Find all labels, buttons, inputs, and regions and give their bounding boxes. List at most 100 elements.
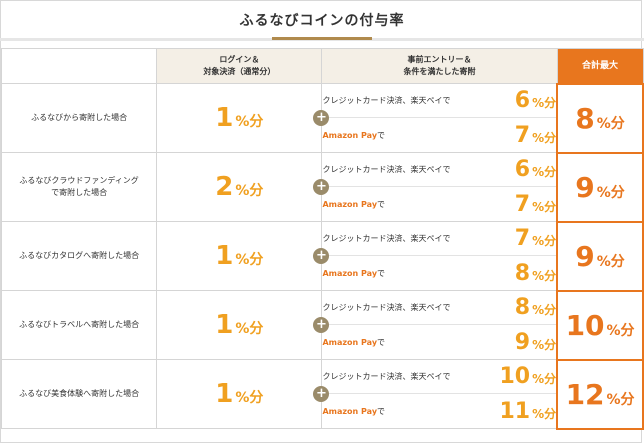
plus-icon: + bbox=[313, 179, 330, 195]
total-rate-cell: 8 %分 bbox=[556, 82, 644, 154]
amazon-pay-brand: Amazon Pay bbox=[322, 199, 378, 209]
entry-rate-cell: クレジットカード決済、楽天ペイで 8 %分 Amazon Payで 9 %分 bbox=[321, 290, 558, 360]
total-rate-unit: %分 bbox=[596, 253, 625, 270]
credit-rate: 6 %分 bbox=[515, 157, 556, 182]
header-empty-cell bbox=[0, 48, 158, 84]
amazon-rate: 8 %分 bbox=[515, 261, 556, 286]
amazon-label: Amazon Payで bbox=[322, 268, 385, 279]
total-rate-cell: 9 %分 bbox=[556, 220, 644, 292]
login-rate-cell: 1 %分 + bbox=[156, 83, 330, 153]
login-rate-value: 1 bbox=[215, 379, 234, 409]
amazon-rate: 11 %分 bbox=[499, 399, 556, 424]
amazon-rate-line: Amazon Payで 9 %分 bbox=[322, 325, 556, 359]
total-rate-value: 9 bbox=[575, 170, 595, 204]
credit-rate: 7 %分 bbox=[515, 226, 556, 251]
total-rate-unit: %分 bbox=[606, 322, 635, 339]
header-entry-line1: 事前エントリー＆ bbox=[407, 55, 472, 64]
amazon-rate: 9 %分 bbox=[515, 330, 556, 355]
row-label: ふるなびカタログへ寄附した場合 bbox=[0, 221, 158, 291]
login-rate-unit: %分 bbox=[235, 252, 264, 268]
credit-label: クレジットカード決済、楽天ペイで bbox=[322, 372, 451, 381]
total-rate-value: 10 bbox=[565, 308, 605, 342]
total-rate-cell: 12 %分 bbox=[556, 358, 644, 430]
table-row: ふるなびトラベルへ寄附した場合 1 %分 + クレジットカード決済、楽天ペイで 8… bbox=[0, 289, 644, 361]
amazon-pay-brand: Amazon Pay bbox=[322, 130, 378, 140]
row-label-line1: ふるなびカタログへ寄附した場合 bbox=[19, 251, 140, 260]
amazon-rate-line: Amazon Payで 7 %分 bbox=[322, 118, 556, 152]
credit-rate-line: クレジットカード決済、楽天ペイで 6 %分 bbox=[322, 153, 557, 187]
amazon-label: Amazon Payで bbox=[322, 337, 385, 348]
credit-label: クレジットカード決済、楽天ペイで bbox=[322, 96, 451, 105]
credit-rate-line: クレジットカード決済、楽天ペイで 10 %分 bbox=[322, 360, 557, 394]
amazon-rate-unit: %分 bbox=[532, 337, 557, 352]
total-rate-cell: 9 %分 bbox=[556, 151, 644, 223]
entry-rate-cell: クレジットカード決済、楽天ペイで 7 %分 Amazon Payで 8 %分 bbox=[321, 221, 558, 291]
login-rate-value: 1 bbox=[215, 241, 234, 271]
row-label: ふるなびクラウドファンディング で寄附した場合 bbox=[0, 152, 158, 222]
amazon-suffix: で bbox=[377, 337, 386, 347]
credit-rate: 10 %分 bbox=[499, 364, 556, 389]
amazon-rate-value: 11 bbox=[499, 398, 531, 424]
amazon-rate-value: 9 bbox=[514, 329, 531, 355]
entry-rate-cell: クレジットカード決済、楽天ペイで 6 %分 Amazon Payで 7 %分 bbox=[321, 83, 558, 153]
rate-table: ログイン＆ 対象決済（通常分） 事前エントリー＆ 条件を満たした寄附 合計最大 … bbox=[0, 48, 644, 430]
login-rate-value: 2 bbox=[215, 172, 234, 202]
header-login-line2: 対象決済（通常分） bbox=[203, 67, 276, 76]
amazon-rate-unit: %分 bbox=[532, 268, 557, 283]
entry-rate-cell: クレジットカード決済、楽天ペイで 6 %分 Amazon Payで 7 %分 bbox=[321, 152, 558, 222]
amazon-rate-value: 7 bbox=[514, 122, 531, 148]
plus-icon: + bbox=[313, 110, 330, 126]
header-login: ログイン＆ 対象決済（通常分） bbox=[156, 48, 323, 84]
credit-rate: 6 %分 bbox=[515, 88, 556, 113]
credit-rate-value: 10 bbox=[499, 364, 531, 389]
header-login-line1: ログイン＆ bbox=[219, 55, 260, 64]
credit-rate-line: クレジットカード決済、楽天ペイで 8 %分 bbox=[322, 291, 557, 325]
credit-label: クレジットカード決済、楽天ペイで bbox=[322, 165, 451, 174]
credit-rate-line: クレジットカード決済、楽天ペイで 6 %分 bbox=[322, 84, 557, 118]
amazon-rate: 7 %分 bbox=[515, 123, 556, 148]
amazon-rate: 7 %分 bbox=[515, 192, 556, 217]
credit-rate-value: 8 bbox=[514, 295, 531, 320]
amazon-suffix: で bbox=[377, 199, 386, 209]
row-label-line1: ふるなびから寄附した場合 bbox=[31, 113, 128, 122]
credit-rate-value: 6 bbox=[514, 157, 531, 182]
header-entry-line2: 条件を満たした寄附 bbox=[403, 67, 476, 76]
total-rate-value: 9 bbox=[575, 239, 595, 273]
login-rate-unit: %分 bbox=[235, 390, 264, 406]
credit-label: クレジットカード決済、楽天ペイで bbox=[322, 234, 451, 243]
amazon-suffix: で bbox=[377, 406, 386, 416]
amazon-rate-unit: %分 bbox=[532, 406, 557, 421]
amazon-label: Amazon Payで bbox=[322, 199, 385, 210]
amazon-rate-line: Amazon Payで 11 %分 bbox=[322, 394, 556, 428]
table-row: ふるなび美食体験へ寄附した場合 1 %分 + クレジットカード決済、楽天ペイで 1… bbox=[0, 358, 644, 430]
table-row: ふるなびクラウドファンディング で寄附した場合 2 %分 + クレジットカード決済… bbox=[0, 151, 644, 223]
total-rate-unit: %分 bbox=[606, 391, 635, 408]
amazon-pay-brand: Amazon Pay bbox=[322, 268, 378, 278]
page-title: ふるなびコインの付与率 bbox=[239, 13, 405, 29]
amazon-suffix: で bbox=[377, 268, 386, 278]
row-label: ふるなびトラベルへ寄附した場合 bbox=[0, 290, 158, 360]
total-rate-unit: %分 bbox=[596, 115, 625, 132]
credit-rate-line: クレジットカード決済、楽天ペイで 7 %分 bbox=[322, 222, 557, 256]
table-header-row: ログイン＆ 対象決済（通常分） 事前エントリー＆ 条件を満たした寄附 合計最大 bbox=[0, 48, 644, 84]
total-rate-value: 12 bbox=[565, 377, 605, 411]
login-rate-cell: 1 %分 + bbox=[156, 290, 330, 360]
credit-rate-unit: %分 bbox=[532, 96, 557, 110]
credit-rate-unit: %分 bbox=[532, 372, 557, 386]
credit-rate-unit: %分 bbox=[532, 165, 557, 179]
total-rate-value: 8 bbox=[575, 101, 595, 135]
row-label: ふるなびから寄附した場合 bbox=[0, 83, 158, 153]
login-rate-value: 1 bbox=[215, 310, 234, 340]
amazon-rate-unit: %分 bbox=[532, 199, 557, 214]
credit-rate-value: 6 bbox=[514, 88, 531, 113]
amazon-rate-line: Amazon Payで 7 %分 bbox=[322, 187, 556, 221]
credit-rate-unit: %分 bbox=[532, 234, 557, 248]
header-total: 合計最大 bbox=[556, 48, 644, 84]
credit-rate: 8 %分 bbox=[515, 295, 556, 320]
row-label: ふるなび美食体験へ寄附した場合 bbox=[0, 359, 158, 429]
table-row: ふるなびから寄附した場合 1 %分 + クレジットカード決済、楽天ペイで 6 %分 … bbox=[0, 82, 644, 154]
amazon-suffix: で bbox=[377, 130, 386, 140]
amazon-label: Amazon Payで bbox=[322, 406, 385, 417]
plus-icon: + bbox=[313, 386, 330, 402]
amazon-rate-unit: %分 bbox=[532, 130, 557, 145]
